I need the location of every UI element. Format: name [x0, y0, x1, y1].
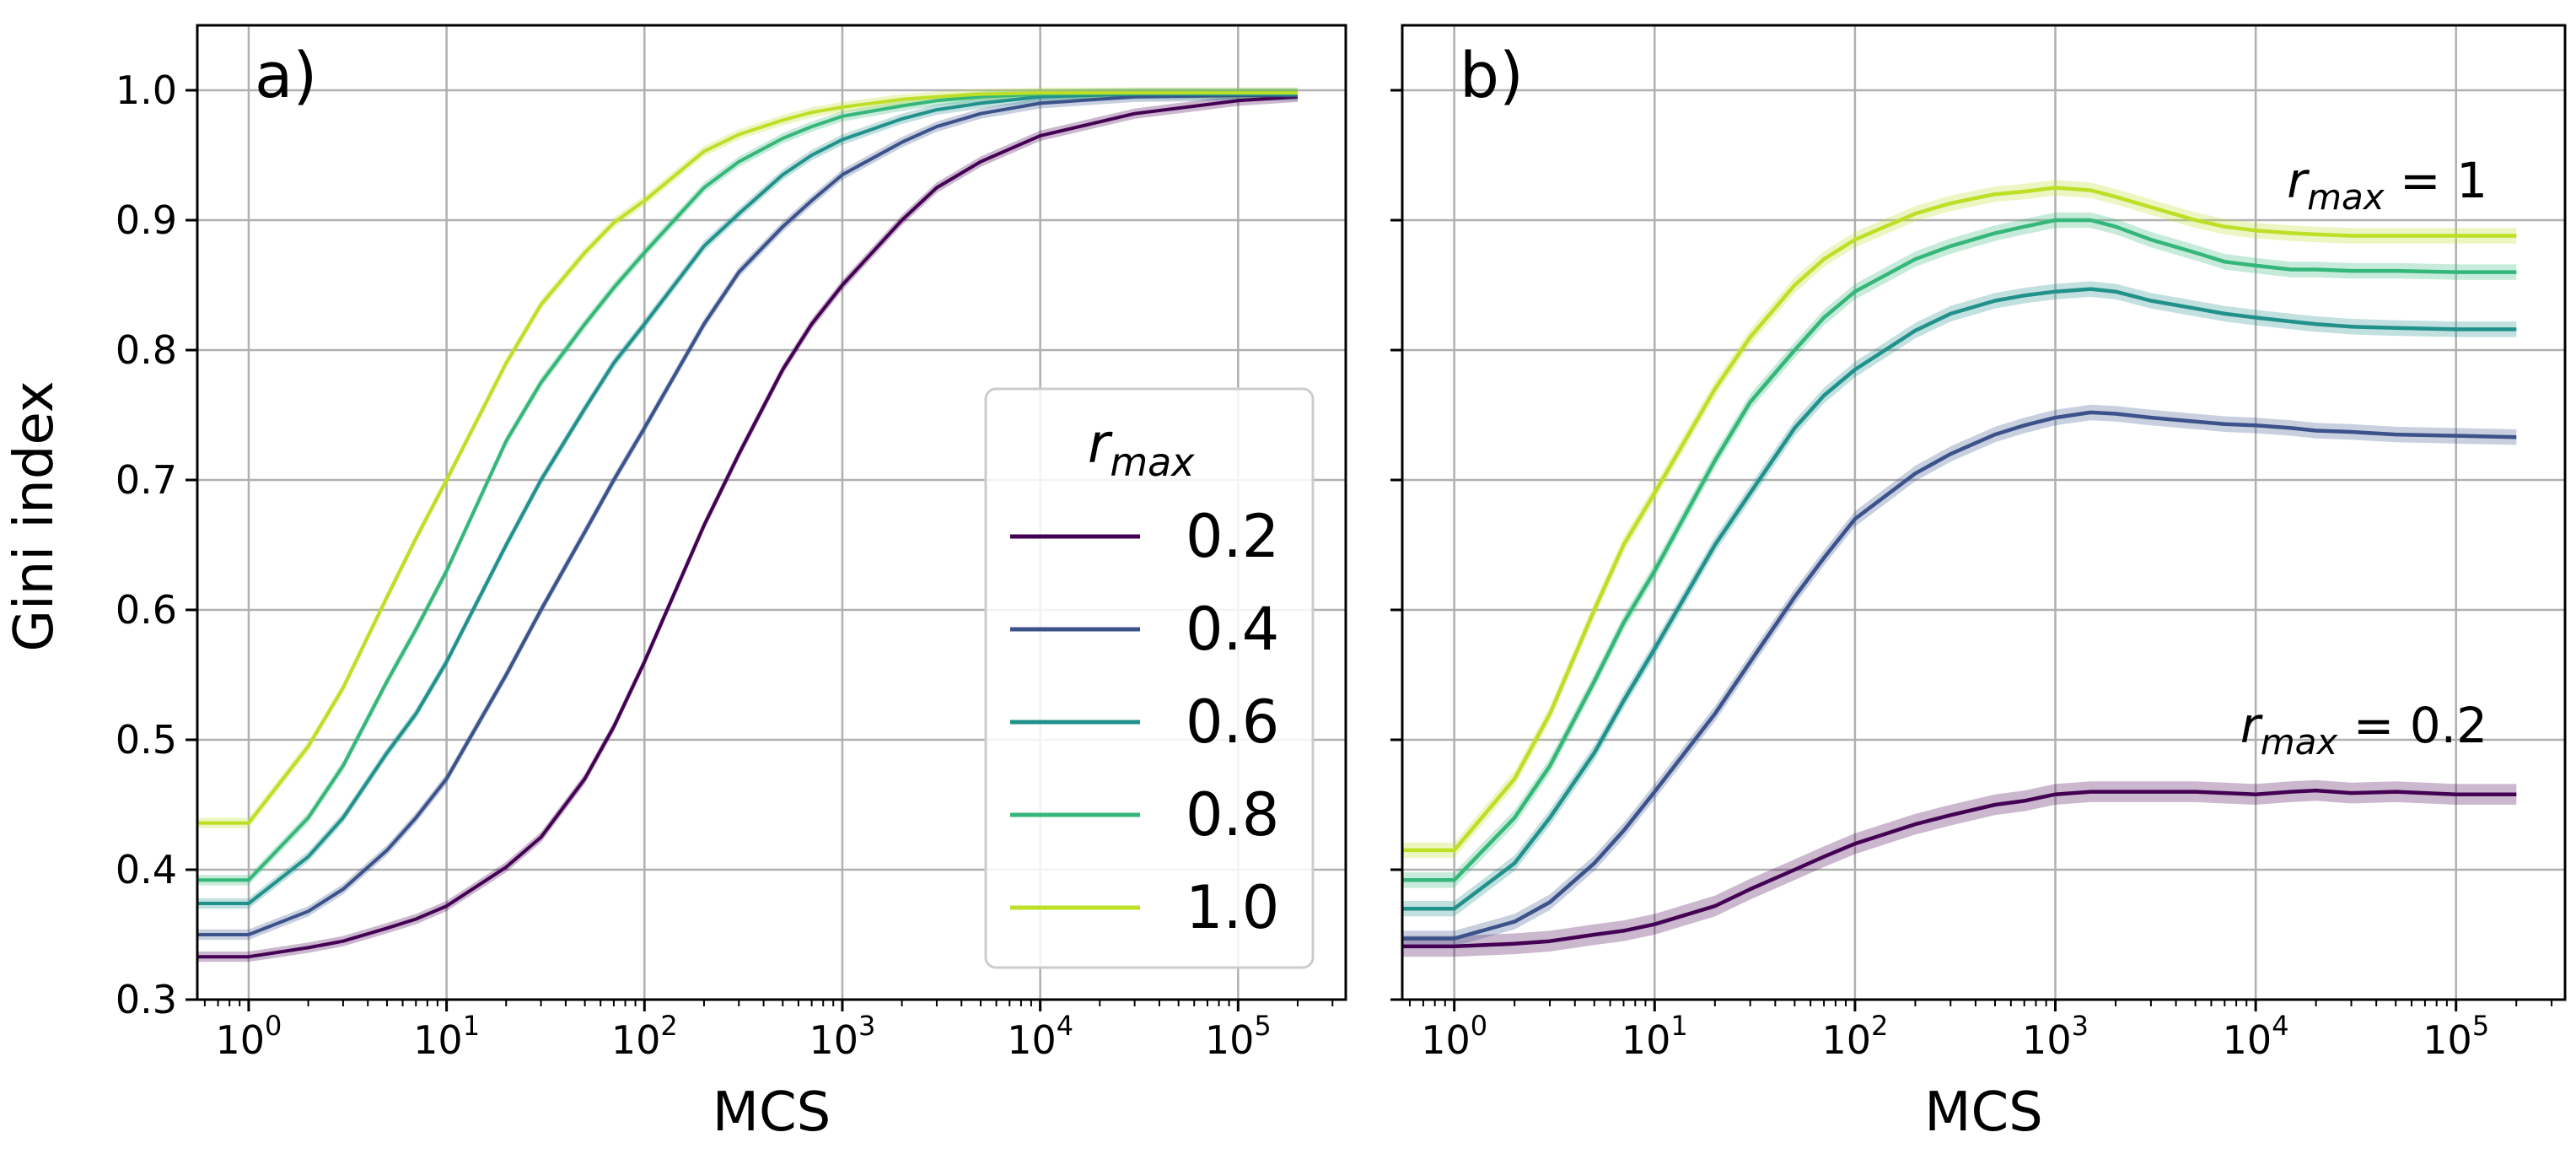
y-tick-label: 0.8: [116, 327, 177, 373]
series-band-0-4: [197, 90, 1298, 941]
series-line-0-4: [197, 94, 1298, 936]
annotation-rmax-1-0: rmax = 1: [2287, 152, 2487, 218]
x-tick-label: 100: [1421, 1010, 1487, 1063]
panel-b-annotations: rmax = 1 rmax = 0.2: [2240, 152, 2487, 763]
panel-b-bands: [1402, 180, 2517, 957]
panel-a: 0.3 0.4 0.5 0.6 0.7 0.8 0.9 1.0 100 101 102 103 104 1…: [116, 24, 1347, 1144]
y-tick-label: 0.9: [116, 197, 177, 243]
panel-a-bands: [197, 87, 1298, 962]
x-tick-label: 101: [413, 1010, 480, 1063]
x-tick-label: 104: [2223, 1010, 2289, 1063]
legend-label-0-6: 0.6: [1186, 687, 1279, 757]
y-axis-label: Gini index: [3, 380, 66, 651]
legend-title: rmax: [1088, 413, 1195, 485]
y-tick-label: 0.6: [116, 587, 177, 633]
x-tick-label: 103: [2022, 1010, 2089, 1063]
panel-b-lines: [1402, 186, 2517, 949]
legend-label-0-4: 0.4: [1186, 595, 1279, 664]
annotation-rmax-0-2: rmax = 0.2: [2240, 697, 2487, 763]
panel-b-label: b): [1460, 40, 1524, 112]
x-tick-label: 103: [809, 1010, 876, 1063]
x-tick-label: 105: [2423, 1010, 2489, 1063]
x-tick-label: 100: [215, 1010, 282, 1063]
y-tick-label: 1.0: [116, 67, 177, 113]
y-tick-label: 0.4: [116, 847, 177, 892]
legend: rmax 0.2 0.4 0.6 0.8 1.0: [984, 387, 1315, 969]
x-tick-label: 104: [1007, 1010, 1073, 1063]
series-line-0-2: [197, 94, 1299, 959]
panel-a-ticks: 0.3 0.4 0.5 0.6 0.7 0.8 0.9 1.0 100 101 102 103 104 1…: [116, 67, 1334, 1063]
panel-a-label: a): [255, 40, 317, 112]
legend-label-1-0: 1.0: [1186, 873, 1279, 942]
x-tick-label: 105: [1205, 1010, 1272, 1063]
legend-label-0-8: 0.8: [1186, 780, 1279, 849]
series-line-1-0: [1402, 186, 2517, 853]
legend-box: [984, 387, 1315, 969]
panel-b-ticks: 100 101 102 103 104 105: [1390, 89, 2553, 1063]
legend-label-0-2: 0.2: [1186, 502, 1279, 571]
panel-b-frame: [1401, 24, 2567, 1001]
series-line-1-0: [197, 91, 1298, 825]
y-tick-label: 0.3: [116, 977, 177, 1022]
series-line-0-2: [1402, 788, 2517, 949]
series-line-0-8: [1402, 218, 2517, 882]
series-line-0-8: [197, 91, 1298, 882]
series-line-0-4: [1402, 410, 2517, 941]
y-tick-label: 0.7: [116, 457, 177, 503]
x-tick-label: 101: [1621, 1010, 1688, 1063]
y-tick-label: 0.5: [116, 717, 177, 763]
x-tick-label: 102: [611, 1010, 678, 1063]
series-line-0-6: [197, 92, 1298, 905]
series-band-1-0: [1402, 180, 2517, 859]
series-line-0-6: [1402, 287, 2517, 911]
panel-a-lines: [197, 91, 1299, 959]
panel-a-frame: [196, 24, 1347, 1001]
series-band-0-2: [1402, 779, 2517, 957]
panel-a-x-axis-label: MCS: [713, 1081, 831, 1144]
x-tick-label: 102: [1821, 1010, 1888, 1063]
panel-b-x-axis-label: MCS: [1924, 1081, 2043, 1144]
